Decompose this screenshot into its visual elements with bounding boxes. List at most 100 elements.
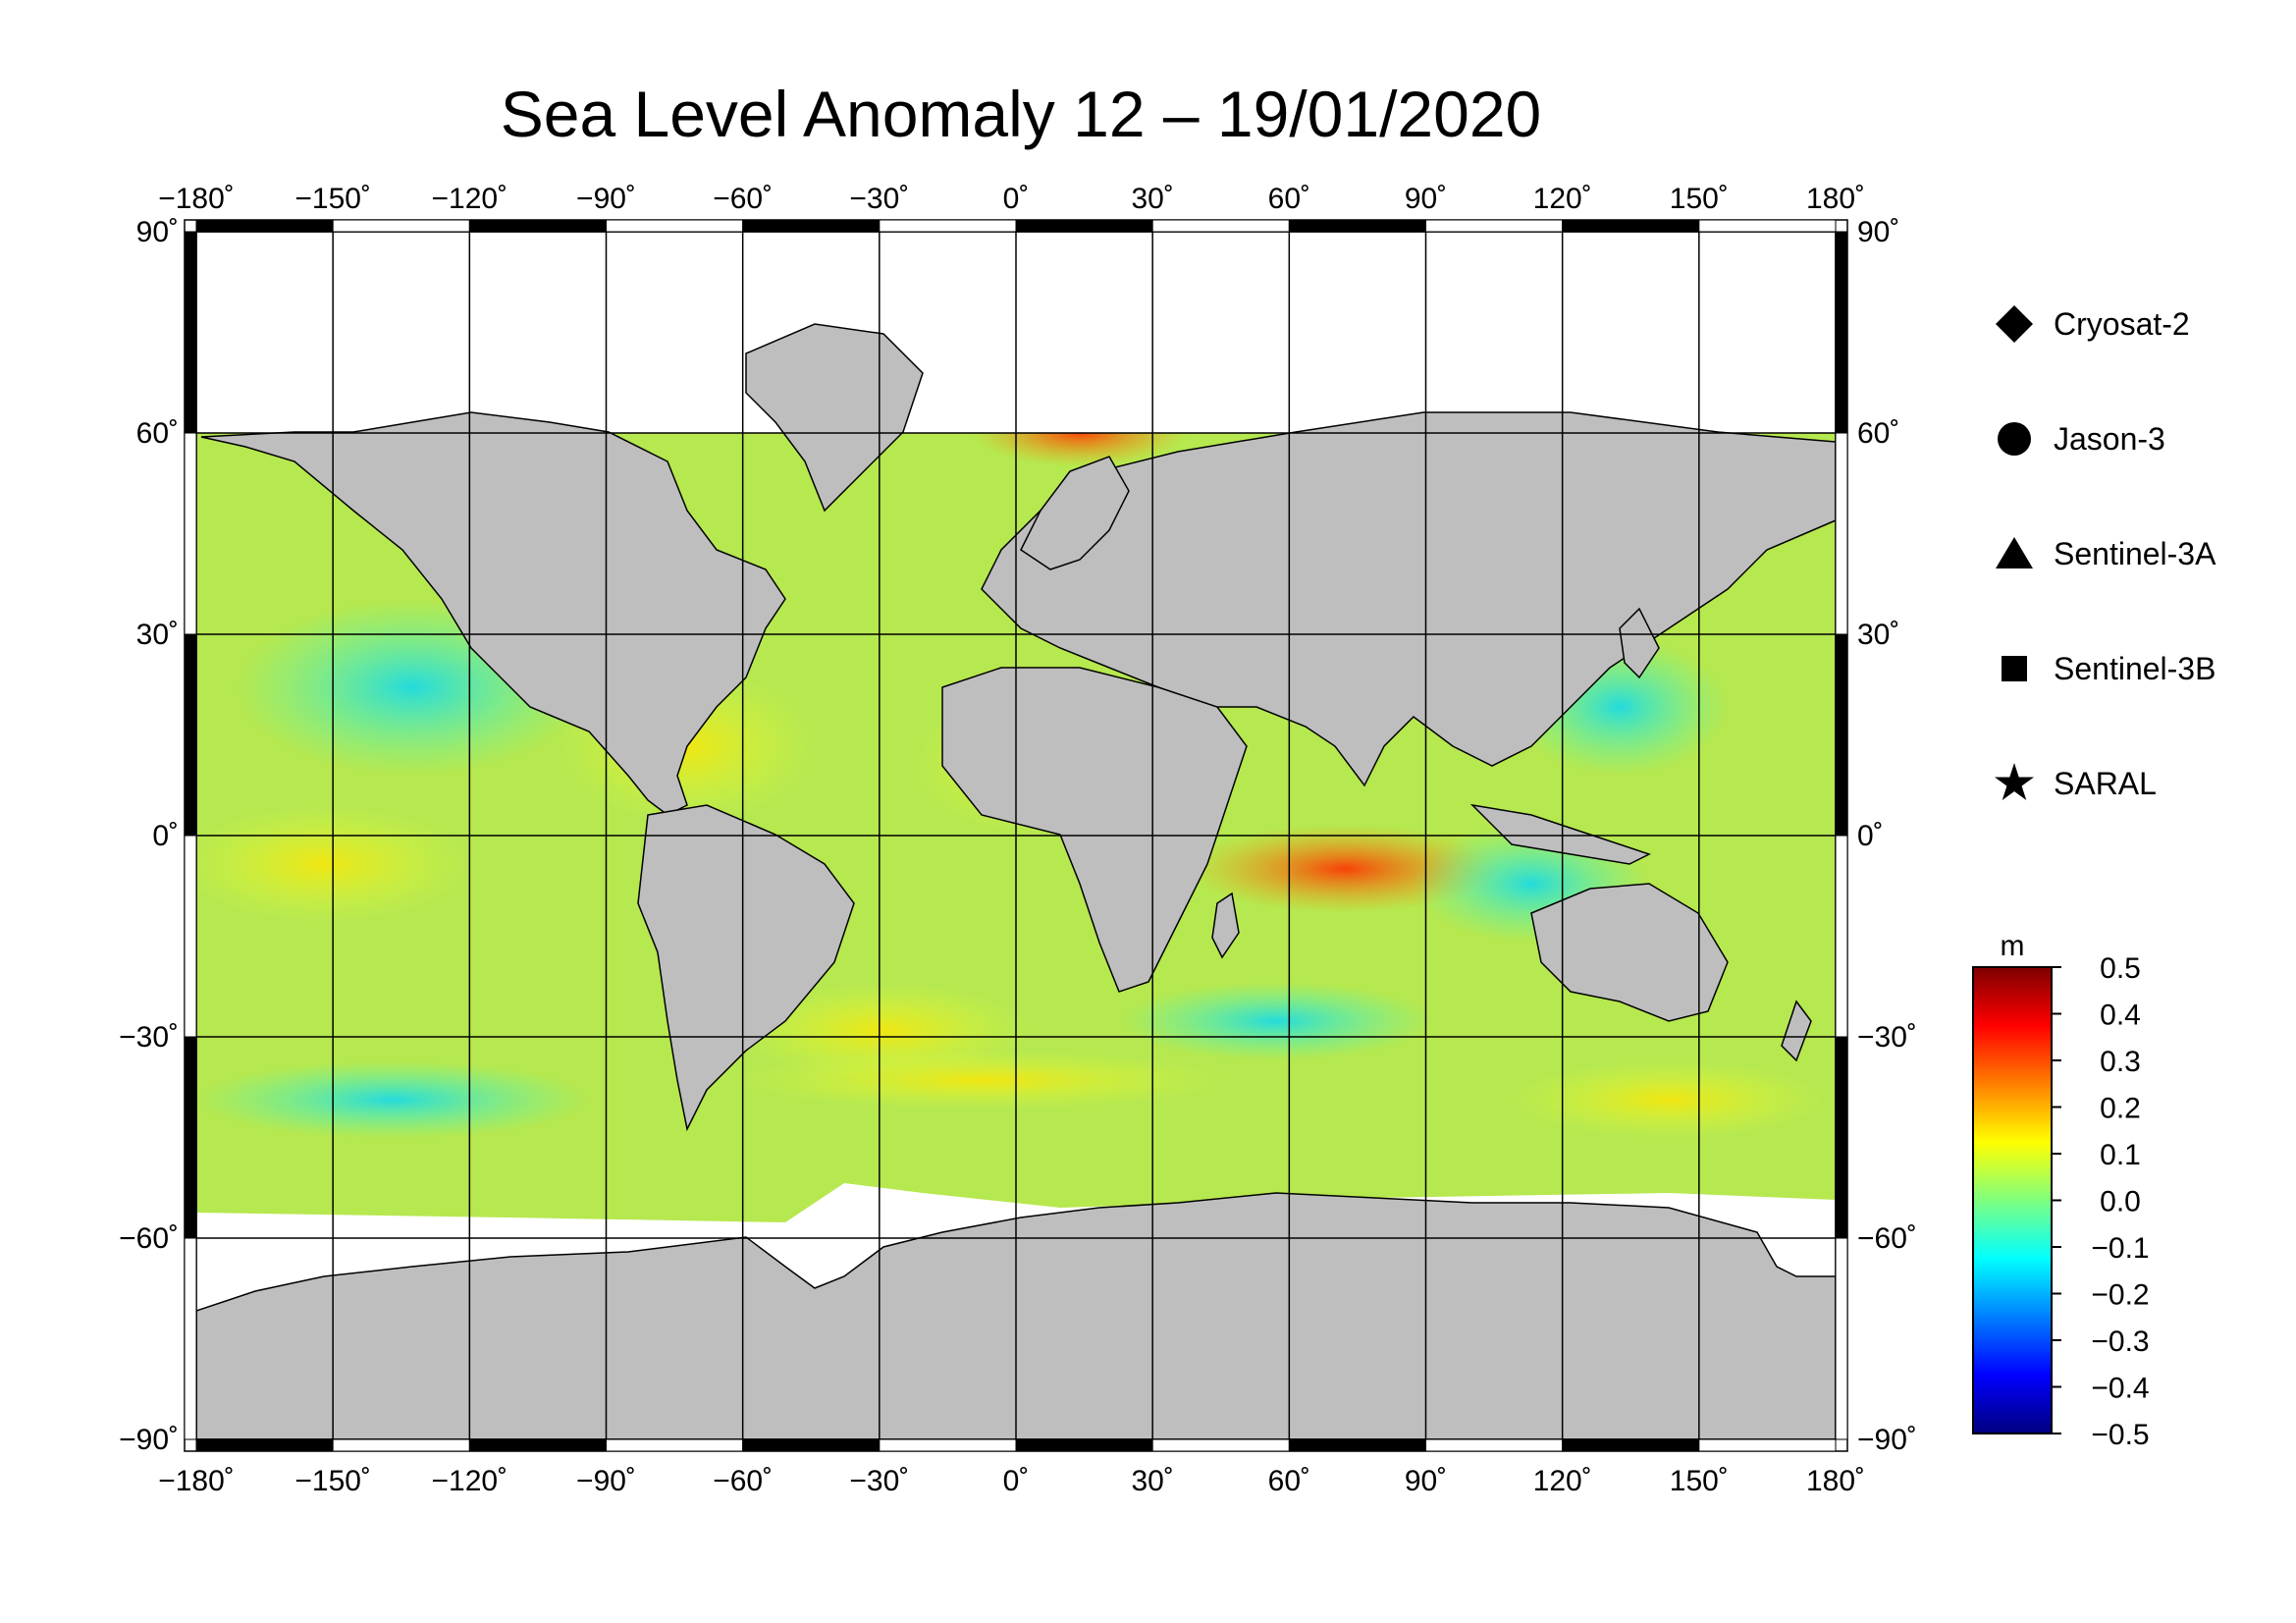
frame-bar-left [184,231,197,434]
frame-bar-top [332,219,470,233]
frame-bar-top [195,219,334,233]
axis-tick-labels: −180˚ −180˚ −150˚ −150˚ −120˚ −120˚ −90˚ −90˚ −6… [119,183,1917,1497]
frame-bar-top [606,219,744,233]
lat-tick-label-left: −60˚ [119,1222,179,1255]
lat-tick-label-right: −30˚ [1857,1021,1917,1054]
frame-bar-top [742,219,881,233]
lat-tick-label-left: −30˚ [119,1021,179,1054]
colorbar-tick-label: −0.2 [2091,1279,2149,1312]
frame-bar-top [1562,219,1700,233]
colorbar-tick-label: 0.3 [2100,1046,2141,1078]
frame-bar-bottom [742,1438,881,1452]
frame-bar-bottom [1562,1438,1700,1452]
lat-tick-label-right: 60˚ [1857,417,1899,450]
lon-tick-label-top: −180˚ [158,183,235,215]
frame-bar-bottom [1288,1438,1427,1452]
frame-bar-bottom [1151,1438,1290,1452]
frame-bar-left [184,633,197,837]
colorbar-tick-label: −0.5 [2091,1419,2149,1451]
colorbar-tick-label: 0.4 [2100,1000,2141,1032]
frame-bar-right [1835,633,1848,837]
lon-tick-label-bottom: −30˚ [849,1465,909,1497]
map-title: Sea Level Anomaly 12 – 19/01/2020 [500,78,1542,150]
colorbar: m 0.5 0.4 0.3 0.2 0.1 0.0 −0.1 −0.2 −0.3 −0.4 −0.5 [1972,930,2150,1451]
colorbar-tick-label: 0.2 [2100,1093,2141,1125]
lon-tick-label-bottom: −180˚ [158,1465,235,1497]
lon-tick-label-top: 180˚ [1806,183,1865,215]
lon-tick-label-bottom: −90˚ [576,1465,636,1497]
lon-tick-label-bottom: 150˚ [1670,1465,1729,1497]
frame-bar-bottom [879,1438,1017,1452]
frame-bar-bottom [606,1438,744,1452]
frame-bar-right [1835,432,1848,635]
lon-tick-label-bottom: −60˚ [713,1465,773,1497]
colorbar-tick-label: −0.1 [2091,1232,2149,1265]
frame-bar-left [184,835,197,1038]
frame-bar-right [1835,1036,1848,1239]
lon-tick-label-bottom: 0˚ [1003,1465,1030,1497]
lon-tick-label-top: 120˚ [1533,183,1592,215]
frame-bar-bottom [1698,1438,1837,1452]
frame-bar-top [879,219,1017,233]
lon-tick-label-top: 30˚ [1131,183,1173,215]
map-frame [184,219,1848,1452]
legend-label: Sentinel-3B [2054,651,2216,686]
lat-tick-label-left: 90˚ [136,216,179,248]
lon-tick-label-top: −120˚ [432,183,508,215]
lat-tick-label-right: 0˚ [1857,820,1884,852]
frame-bar-top [1151,219,1290,233]
lat-tick-label-left: 30˚ [136,619,179,651]
colorbar-tick-label: −0.3 [2091,1325,2149,1358]
lon-tick-label-top: 150˚ [1670,183,1729,215]
lat-tick-label-right: 90˚ [1857,216,1899,248]
lon-tick-label-bottom: 90˚ [1405,1465,1447,1497]
frame-bar-bottom [195,1438,334,1452]
frame-bar-bottom [332,1438,470,1452]
frame-bar-left [184,1237,197,1440]
frame-bar-bottom [1015,1438,1153,1452]
lat-tick-label-left: 0˚ [152,820,179,852]
lon-tick-label-top: −60˚ [713,183,773,215]
lon-tick-label-bottom: 180˚ [1806,1465,1865,1497]
lon-tick-label-top: 90˚ [1405,183,1447,215]
frame-bar-bottom [468,1438,608,1452]
triangle-icon [1996,537,2033,568]
diamond-icon [1996,305,2033,343]
frame-bar-right [1835,231,1848,434]
lon-tick-label-bottom: 30˚ [1131,1465,1173,1497]
lon-tick-label-bottom: 120˚ [1533,1465,1592,1497]
lat-tick-label-left: −90˚ [119,1424,179,1456]
colorbar-tick-label: 0.0 [2100,1186,2141,1218]
frame-bar-top [1015,219,1153,233]
lat-tick-label-right: 30˚ [1857,619,1899,651]
legend-label: Cryosat-2 [2054,306,2190,342]
lat-tick-label-right: −60˚ [1857,1222,1917,1255]
frame-bar-left [184,1036,197,1239]
lon-tick-label-top: 60˚ [1268,183,1310,215]
legend-label: SARAL [2054,766,2157,801]
colorbar-gradient [1972,966,2053,1434]
lon-tick-label-top: −150˚ [294,183,371,215]
star-icon [1995,763,2034,800]
lon-tick-label-bottom: −150˚ [294,1465,371,1497]
colorbar-tick-label: 0.5 [2100,952,2141,985]
frame-bar-left [184,432,197,635]
frame-bar-top [1698,219,1837,233]
colorbar-tick-label: 0.1 [2100,1139,2141,1171]
lon-tick-label-bottom: 60˚ [1268,1465,1310,1497]
colorbar-tick-label: −0.4 [2091,1373,2149,1405]
circle-icon [1998,422,2031,456]
legend-label: Sentinel-3A [2054,536,2216,571]
lon-tick-label-bottom: −120˚ [432,1465,508,1497]
lat-tick-label-right: −90˚ [1857,1424,1917,1456]
lon-tick-label-top: 0˚ [1003,183,1030,215]
lon-tick-label-top: −30˚ [849,183,909,215]
lat-tick-label-left: 60˚ [136,417,179,450]
colorbar-unit: m [2001,930,2025,962]
satellite-legend: Cryosat-2 Jason-3 Sentinel-3A Sentinel-3B SA… [1995,305,2216,801]
frame-bar-bottom [1425,1438,1564,1452]
lon-tick-label-top: −90˚ [576,183,636,215]
square-icon [2002,656,2027,681]
frame-bar-right [1835,835,1848,1038]
